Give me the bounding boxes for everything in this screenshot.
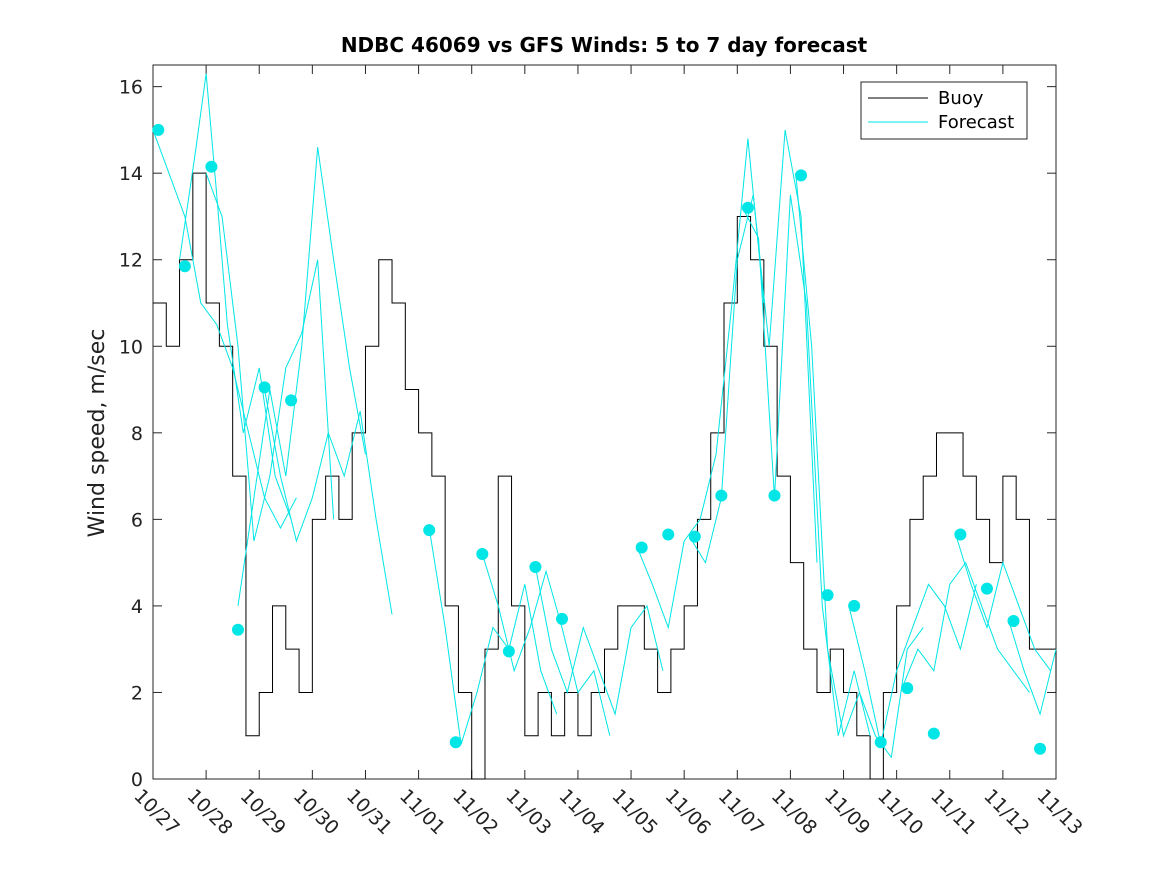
y-tick-label-4: 8 bbox=[131, 423, 143, 445]
forecast-marker-7 bbox=[449, 736, 462, 749]
forecast-marker-10 bbox=[529, 560, 542, 573]
forecast-marker-26 bbox=[1007, 615, 1020, 628]
forecast-line-15 bbox=[1007, 618, 1057, 716]
forecast-marker-27 bbox=[1034, 742, 1047, 755]
forecast-line-8 bbox=[635, 138, 765, 630]
y-tick-label-5: 10 bbox=[119, 336, 143, 358]
forecast-marker-13 bbox=[662, 528, 675, 541]
plot-area-frame bbox=[152, 64, 1057, 780]
forecast-line-1 bbox=[179, 73, 292, 520]
forecast-marker-14 bbox=[688, 530, 701, 543]
forecast-line-9 bbox=[689, 129, 818, 564]
legend-entry-forecast: Forecast bbox=[938, 112, 1014, 133]
legend-entry-buoy: Buoy bbox=[938, 88, 984, 109]
forecast-marker-18 bbox=[795, 169, 808, 182]
y-axis-ticks: 0 2 4 6 8 10 12 14 16 bbox=[119, 77, 1056, 791]
y-tick-label-2: 4 bbox=[131, 596, 143, 618]
forecast-marker-4 bbox=[258, 381, 271, 394]
y-tick-label-0: 0 bbox=[131, 769, 143, 791]
forecast-marker-25 bbox=[980, 582, 993, 595]
forecast-marker-23 bbox=[927, 727, 940, 740]
forecast-marker-8 bbox=[476, 547, 489, 560]
forecast-marker-17 bbox=[768, 489, 781, 502]
forecast-marker-21 bbox=[874, 736, 887, 749]
forecast-marker-3 bbox=[231, 623, 244, 636]
y-tick-label-6: 12 bbox=[119, 250, 143, 272]
forecast-marker-9 bbox=[502, 645, 515, 658]
forecast-marker-1 bbox=[178, 260, 191, 273]
y-tick-label-1: 2 bbox=[131, 682, 143, 704]
forecast-line-6 bbox=[481, 553, 611, 736]
forecast-marker-11 bbox=[556, 612, 569, 625]
y-tick-label-3: 6 bbox=[131, 509, 143, 531]
buoy-series-line bbox=[153, 172, 1057, 780]
forecast-marker-5 bbox=[285, 394, 298, 407]
forecast-marker-6 bbox=[423, 524, 436, 537]
legend: Buoy Forecast bbox=[860, 81, 1028, 140]
series-layer bbox=[152, 73, 1057, 780]
y-tick-label-7: 14 bbox=[119, 163, 143, 185]
forecast-line-4 bbox=[264, 389, 393, 615]
forecast-line-12 bbox=[848, 583, 977, 745]
chart-title: NDBC 46069 vs GFS Winds: 5 to 7 day fore… bbox=[341, 33, 868, 57]
forecast-marker-22 bbox=[901, 682, 914, 695]
forecast-marker-12 bbox=[635, 541, 648, 554]
forecast-marker-19 bbox=[821, 589, 834, 602]
y-axis-label: Wind speed, m/sec bbox=[85, 329, 110, 538]
forecast-line-0 bbox=[152, 129, 297, 530]
forecast-marker-20 bbox=[848, 599, 861, 612]
forecast-marker-16 bbox=[741, 201, 754, 214]
forecast-line-10 bbox=[742, 194, 871, 736]
forecast-line-14 bbox=[954, 532, 1052, 672]
legend-box bbox=[860, 81, 1028, 140]
forecast-marker-24 bbox=[954, 528, 967, 541]
forecast-line-11 bbox=[795, 173, 924, 759]
forecast-line-2 bbox=[205, 173, 335, 542]
forecast-marker-0 bbox=[152, 123, 165, 136]
forecast-line-7 bbox=[534, 566, 664, 716]
forecast-marker-15 bbox=[715, 489, 728, 502]
forecast-line-3 bbox=[237, 147, 366, 606]
forecast-line-13 bbox=[901, 561, 1030, 693]
y-tick-label-8: 16 bbox=[119, 77, 143, 99]
forecast-marker-2 bbox=[205, 160, 218, 173]
forecast-line-5 bbox=[428, 527, 558, 745]
